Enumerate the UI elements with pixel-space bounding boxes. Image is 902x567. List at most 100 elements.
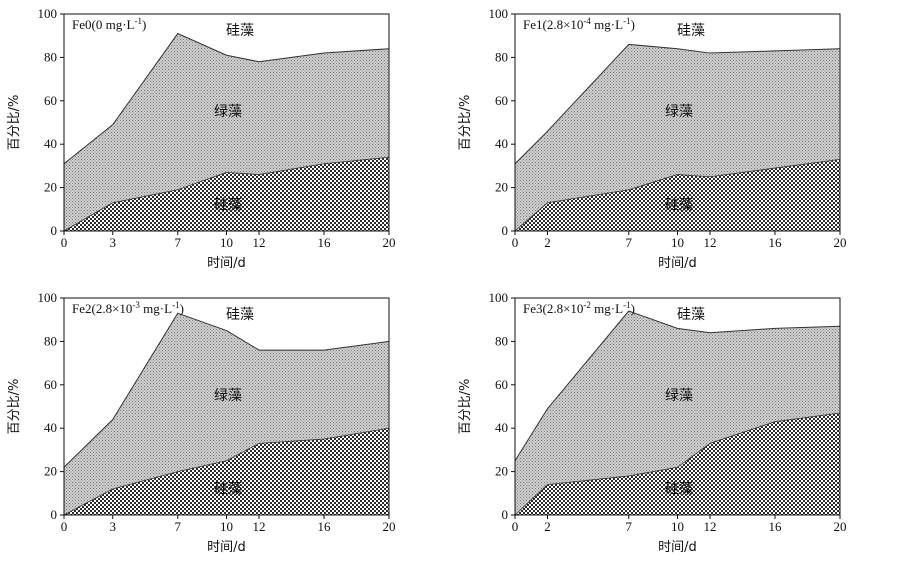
y-tick-label: 100 — [38, 6, 58, 21]
area-bottom-series — [515, 413, 840, 515]
panel-title-sup: -2 — [583, 300, 591, 310]
region-label-bottom: 硅藻 — [665, 481, 693, 497]
x-tick-label: 12 — [253, 235, 266, 250]
x-axis-label: 时间/d — [658, 256, 697, 271]
region-label-middle: 绿藻 — [665, 388, 693, 404]
x-tick-label: 2 — [544, 235, 551, 250]
y-tick-label: 100 — [489, 6, 509, 21]
x-tick-label: 10 — [220, 235, 233, 250]
lower-boundary-line — [514, 158, 841, 232]
x-tick-label: 0 — [512, 519, 519, 534]
upper-boundary-line — [514, 43, 841, 165]
region-label-bottom: 硅藻 — [214, 197, 242, 213]
x-tick-label: 0 — [512, 235, 519, 250]
panel-title-name: Fe3 — [523, 301, 543, 316]
panel-title-name: Fe1 — [523, 17, 543, 32]
y-tick-label: 100 — [489, 290, 509, 305]
x-tick-label: 7 — [626, 235, 633, 250]
lower-boundary-line — [63, 427, 390, 516]
upper-boundary-line — [514, 310, 841, 462]
area-middle-series — [515, 44, 840, 231]
chart-panel-fe1: 0 2 7 10 12 16 20 0 20 40 60 80 100 时间/d 百分比/% Fe1(2.8×… — [451, 0, 901, 283]
x-tick-label: 2 — [544, 519, 551, 534]
region-label-bottom: 硅藻 — [665, 197, 693, 213]
x-tick-label: 20 — [834, 235, 847, 250]
x-tick-label: 7 — [175, 519, 182, 534]
region-label-top: 硅藻 — [677, 23, 705, 39]
area-middle-series — [64, 313, 389, 515]
x-tick-label: 16 — [769, 519, 783, 534]
panel-title-detail: (0 mg·L — [92, 17, 135, 32]
y-tick-label: 80 — [495, 49, 508, 64]
panel-title-detail: (2.8×10 — [543, 301, 584, 316]
y-axis-label: 百分比/% — [458, 379, 473, 435]
region-label-bottom: 硅藻 — [214, 481, 242, 497]
y-tick-label: 40 — [44, 420, 57, 435]
chart-svg: 0 2 7 10 12 16 20 0 20 40 60 80 100 时间/d 百分比/% Fe3(2.8×… — [458, 290, 847, 555]
x-tick-label: 12 — [704, 235, 717, 250]
region-label-top: 硅藻 — [226, 307, 254, 323]
x-axis-label: 时间/d — [207, 540, 246, 555]
y-tick-label: 60 — [44, 93, 57, 108]
area-bottom-series — [64, 157, 389, 231]
y-tick-label: 80 — [44, 333, 57, 348]
y-tick-label: 40 — [44, 136, 57, 151]
panel-title-sup: -3 — [132, 300, 140, 310]
y-tick-label: 20 — [495, 464, 508, 479]
y-axis-label: 百分比/% — [7, 95, 22, 151]
panel-title: Fe1(2.8×10-4 mg·L-1) — [523, 16, 635, 32]
x-tick-label: 3 — [110, 519, 117, 534]
x-tick-label: 12 — [253, 519, 266, 534]
x-axis-label: 时间/d — [658, 540, 697, 555]
x-tick-label: 16 — [318, 235, 332, 250]
y-tick-label: 20 — [44, 464, 57, 479]
area-middle-series — [515, 311, 840, 515]
panel-title-unit: mg·L — [140, 301, 172, 316]
x-tick-label: 7 — [626, 519, 633, 534]
y-tick-label: 40 — [495, 136, 508, 151]
panel-title-detail: (2.8×10 — [92, 301, 133, 316]
lower-boundary-line — [514, 412, 841, 516]
x-tick-label: 10 — [220, 519, 233, 534]
panel-title-sup2: -1 — [623, 16, 631, 26]
chart-svg: 0 3 7 10 12 16 20 0 20 40 60 80 100 时间/d 百分比/% Fe0(0 mg… — [7, 6, 396, 271]
upper-boundary-line — [63, 32, 390, 165]
panel-title-name: Fe2 — [72, 301, 92, 316]
y-tick-label: 0 — [502, 223, 509, 238]
chart-svg: 0 2 7 10 12 16 20 0 20 40 60 80 100 时间/d 百分比/% Fe1(2.8×… — [458, 6, 847, 271]
panel-title-close: ) — [631, 17, 635, 32]
y-tick-label: 0 — [502, 507, 509, 522]
y-tick-label: 0 — [51, 223, 58, 238]
area-bottom-series — [515, 159, 840, 231]
chart-panel-fe2: 0 3 7 10 12 16 20 0 20 40 60 80 100 时间/d 百分比/% Fe2(2.8×… — [0, 284, 450, 567]
panel-title-close: ) — [180, 301, 184, 316]
panel-title-detail: (2.8×10 — [543, 17, 584, 32]
panel-title-unit: mg·L — [591, 17, 623, 32]
region-label-middle: 绿藻 — [665, 104, 693, 120]
y-axis-label: 百分比/% — [7, 379, 22, 435]
x-tick-label: 3 — [110, 235, 117, 250]
x-tick-label: 20 — [383, 519, 396, 534]
upper-boundary-line — [63, 312, 390, 468]
x-tick-label: 10 — [671, 235, 684, 250]
x-tick-label: 20 — [834, 519, 847, 534]
area-middle-series — [64, 33, 389, 231]
y-tick-label: 60 — [495, 93, 508, 108]
panel-title: Fe3(2.8×10-2 mg·L-1) — [523, 300, 635, 316]
y-axis-label: 百分比/% — [458, 95, 473, 151]
chart-panel-fe3: 0 2 7 10 12 16 20 0 20 40 60 80 100 时间/d 百分比/% Fe3(2.8×… — [451, 284, 901, 567]
panel-title-sup2: -1 — [623, 300, 631, 310]
y-tick-label: 40 — [495, 420, 508, 435]
region-label-middle: 绿藻 — [214, 388, 242, 404]
area-bottom-series — [64, 428, 389, 515]
region-label-top: 硅藻 — [677, 307, 705, 323]
panel-title: Fe0(0 mg·L-1) — [72, 16, 146, 32]
panel-title-close: ) — [142, 17, 146, 32]
x-tick-label: 20 — [383, 235, 396, 250]
y-tick-label: 80 — [495, 333, 508, 348]
x-tick-label: 12 — [704, 519, 717, 534]
region-label-top: 硅藻 — [226, 23, 254, 39]
y-tick-label: 20 — [495, 180, 508, 195]
x-tick-label: 16 — [769, 235, 783, 250]
lower-boundary-line — [63, 156, 390, 232]
